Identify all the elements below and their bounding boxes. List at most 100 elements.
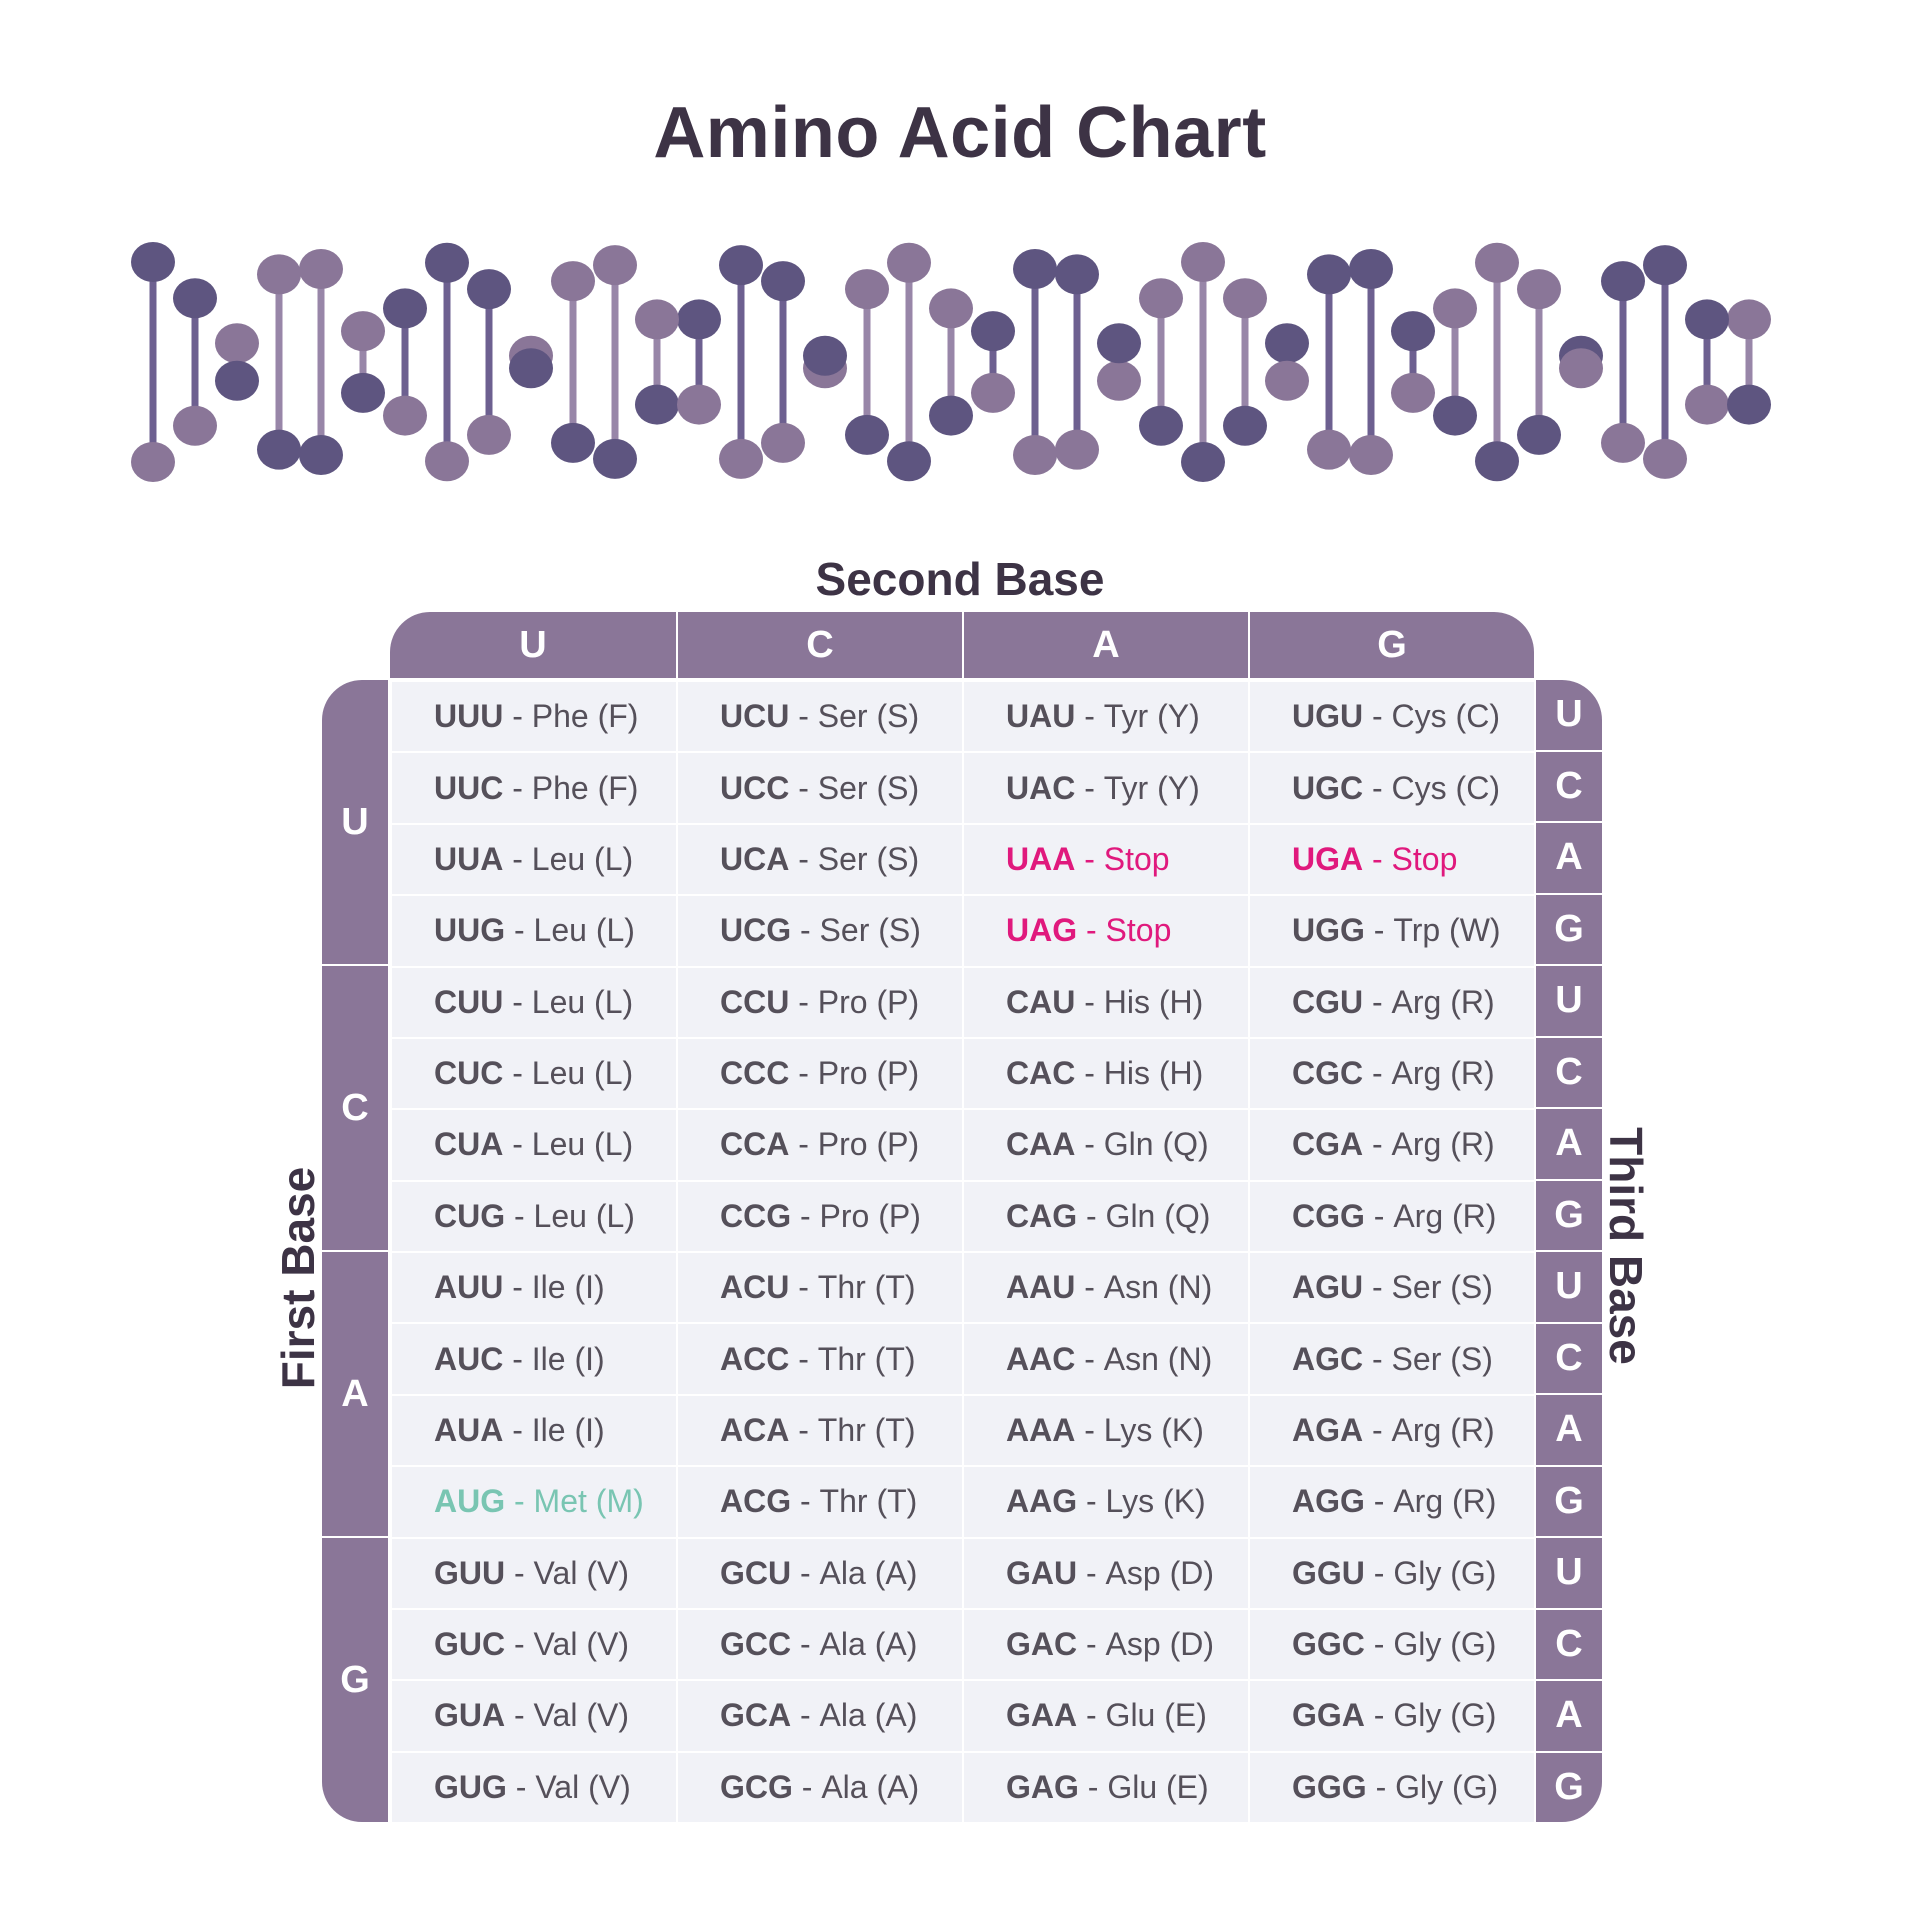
codon-separator: - bbox=[503, 1411, 532, 1448]
codon-separator: - bbox=[1363, 769, 1392, 806]
helix-bead bbox=[215, 360, 259, 401]
third-base-c: C bbox=[1536, 1321, 1602, 1394]
amino-acid-text: Pro (P) bbox=[817, 1126, 920, 1163]
codon-separator: - bbox=[1075, 840, 1104, 877]
third-base-c: C bbox=[1536, 749, 1602, 822]
amino-acid-text: Leu (L) bbox=[533, 1197, 635, 1234]
codon-separator: - bbox=[503, 983, 532, 1020]
codon-text: AUG bbox=[434, 1483, 506, 1520]
helix-bead bbox=[173, 278, 217, 319]
helix-bead bbox=[1265, 360, 1309, 401]
codon-text: CGA bbox=[1292, 1126, 1364, 1163]
codon-cell: CUG - Leu (L) bbox=[390, 1179, 676, 1251]
amino-acid-text: Gln (Q) bbox=[1103, 1126, 1209, 1163]
helix-bead bbox=[677, 384, 721, 425]
codon-separator: - bbox=[505, 1483, 534, 1520]
codon-cell: AGA - Arg (R) bbox=[1248, 1393, 1534, 1466]
codon-cell: AGU - Ser (S) bbox=[1248, 1251, 1534, 1323]
codon-cell: UGA - Stop bbox=[1248, 822, 1534, 895]
codon-separator: - bbox=[1077, 1483, 1106, 1520]
helix-bead bbox=[257, 254, 301, 295]
helix-bead bbox=[551, 261, 595, 302]
codon-separator: - bbox=[505, 1697, 534, 1734]
codon-text: GAG bbox=[1006, 1768, 1079, 1805]
codon-text: GAU bbox=[1006, 1554, 1078, 1591]
amino-acid-text: Arg (R) bbox=[1393, 1197, 1497, 1234]
codon-text: CCG bbox=[720, 1197, 792, 1234]
codon-text: AAU bbox=[1006, 1269, 1076, 1306]
codon-cell: UUU - Phe (F) bbox=[390, 680, 676, 752]
codon-text: GUU bbox=[434, 1554, 506, 1591]
first-base-g: G bbox=[322, 1536, 388, 1822]
amino-acid-text: Ile (I) bbox=[531, 1411, 605, 1448]
codon-separator: - bbox=[503, 1055, 532, 1092]
codon-text: UCU bbox=[720, 698, 790, 735]
codon-cell: CAC - His (H) bbox=[962, 1036, 1248, 1109]
helix-bead bbox=[467, 269, 511, 310]
second-base-u: U bbox=[519, 623, 547, 666]
helix-bead bbox=[1727, 384, 1771, 425]
helix-bead bbox=[1013, 434, 1057, 475]
third-base-g: G bbox=[1536, 892, 1602, 965]
codon-separator: - bbox=[1075, 1269, 1104, 1306]
codon-text: AGA bbox=[1292, 1411, 1364, 1448]
codon-separator: - bbox=[1363, 1411, 1392, 1448]
amino-acid-text: Ala (A) bbox=[819, 1697, 918, 1734]
codon-text: UGU bbox=[1292, 698, 1364, 735]
codon-cell: UUC - Phe (F) bbox=[390, 751, 676, 823]
codon-cell: GAU - Asp (D) bbox=[962, 1536, 1248, 1608]
codon-separator: - bbox=[1363, 1340, 1392, 1377]
amino-acid-text: Lys (K) bbox=[1103, 1411, 1204, 1448]
codon-text: AAA bbox=[1006, 1411, 1076, 1448]
page-title: Amino Acid Chart bbox=[653, 93, 1267, 173]
amino-acid-text: Glu (E) bbox=[1105, 1697, 1207, 1734]
codon-text: ACU bbox=[720, 1269, 790, 1306]
amino-acid-text: Stop bbox=[1105, 912, 1172, 949]
helix-bead bbox=[1643, 245, 1687, 286]
codon-cell: GAC - Asp (D) bbox=[962, 1607, 1248, 1680]
first-base-c: C bbox=[322, 964, 388, 1250]
codon-cell: GAA - Glu (E) bbox=[962, 1679, 1248, 1751]
helix-bead bbox=[425, 242, 469, 283]
codon-text: UAA bbox=[1006, 840, 1076, 877]
codon-separator: - bbox=[789, 1411, 818, 1448]
codon-separator: - bbox=[791, 1197, 820, 1234]
codon-separator: - bbox=[1075, 983, 1104, 1020]
codon-cell: UCG - Ser (S) bbox=[676, 894, 962, 966]
codon-cell: GUA - Val (V) bbox=[390, 1679, 676, 1751]
codon-cell: GCA - Ala (A) bbox=[676, 1679, 962, 1751]
amino-acid-text: Val (V) bbox=[533, 1626, 629, 1663]
amino-acid-text: Ala (A) bbox=[821, 1768, 920, 1805]
codon-text: GUG bbox=[434, 1768, 507, 1805]
codon-separator: - bbox=[1366, 1768, 1396, 1805]
codon-cell: GAG - Glu (E) bbox=[962, 1750, 1248, 1822]
codon-text: GUC bbox=[434, 1626, 506, 1663]
helix-bead bbox=[1307, 429, 1351, 470]
codon-cell: AUA - Ile (I) bbox=[390, 1393, 676, 1466]
helix-bead bbox=[1349, 249, 1393, 290]
codon-text: GUA bbox=[434, 1697, 506, 1734]
amino-acid-text: Gly (G) bbox=[1393, 1697, 1497, 1734]
amino-acid-text: Met (M) bbox=[533, 1483, 644, 1520]
helix-bead bbox=[383, 288, 427, 329]
helix-bead bbox=[1685, 299, 1729, 340]
codon-text: CCU bbox=[720, 983, 790, 1020]
codon-text: GAA bbox=[1006, 1697, 1078, 1734]
codon-text: UGG bbox=[1292, 912, 1365, 949]
codon-separator: - bbox=[789, 1126, 818, 1163]
amino-acid-text: Tyr (Y) bbox=[1103, 769, 1200, 806]
codon-text: AAG bbox=[1006, 1483, 1078, 1520]
codon-text: UAC bbox=[1006, 769, 1076, 806]
amino-acid-text: Leu (L) bbox=[533, 912, 635, 949]
helix-bead bbox=[1475, 242, 1519, 283]
codon-table: UUU - Phe (F) UCU - Ser (S) UAU - Tyr (Y) U… bbox=[390, 680, 1534, 1822]
codon-cell: AAG - Lys (K) bbox=[962, 1465, 1248, 1537]
codon-separator: - bbox=[789, 769, 818, 806]
codon-separator: - bbox=[1363, 840, 1392, 877]
codon-text: AGU bbox=[1292, 1269, 1364, 1306]
codon-separator: - bbox=[791, 1483, 820, 1520]
codon-separator: - bbox=[1077, 912, 1106, 949]
helix-bead bbox=[1517, 269, 1561, 310]
codon-cell: GUG - Val (V) bbox=[390, 1750, 676, 1822]
amino-acid-text: Leu (L) bbox=[531, 840, 634, 877]
